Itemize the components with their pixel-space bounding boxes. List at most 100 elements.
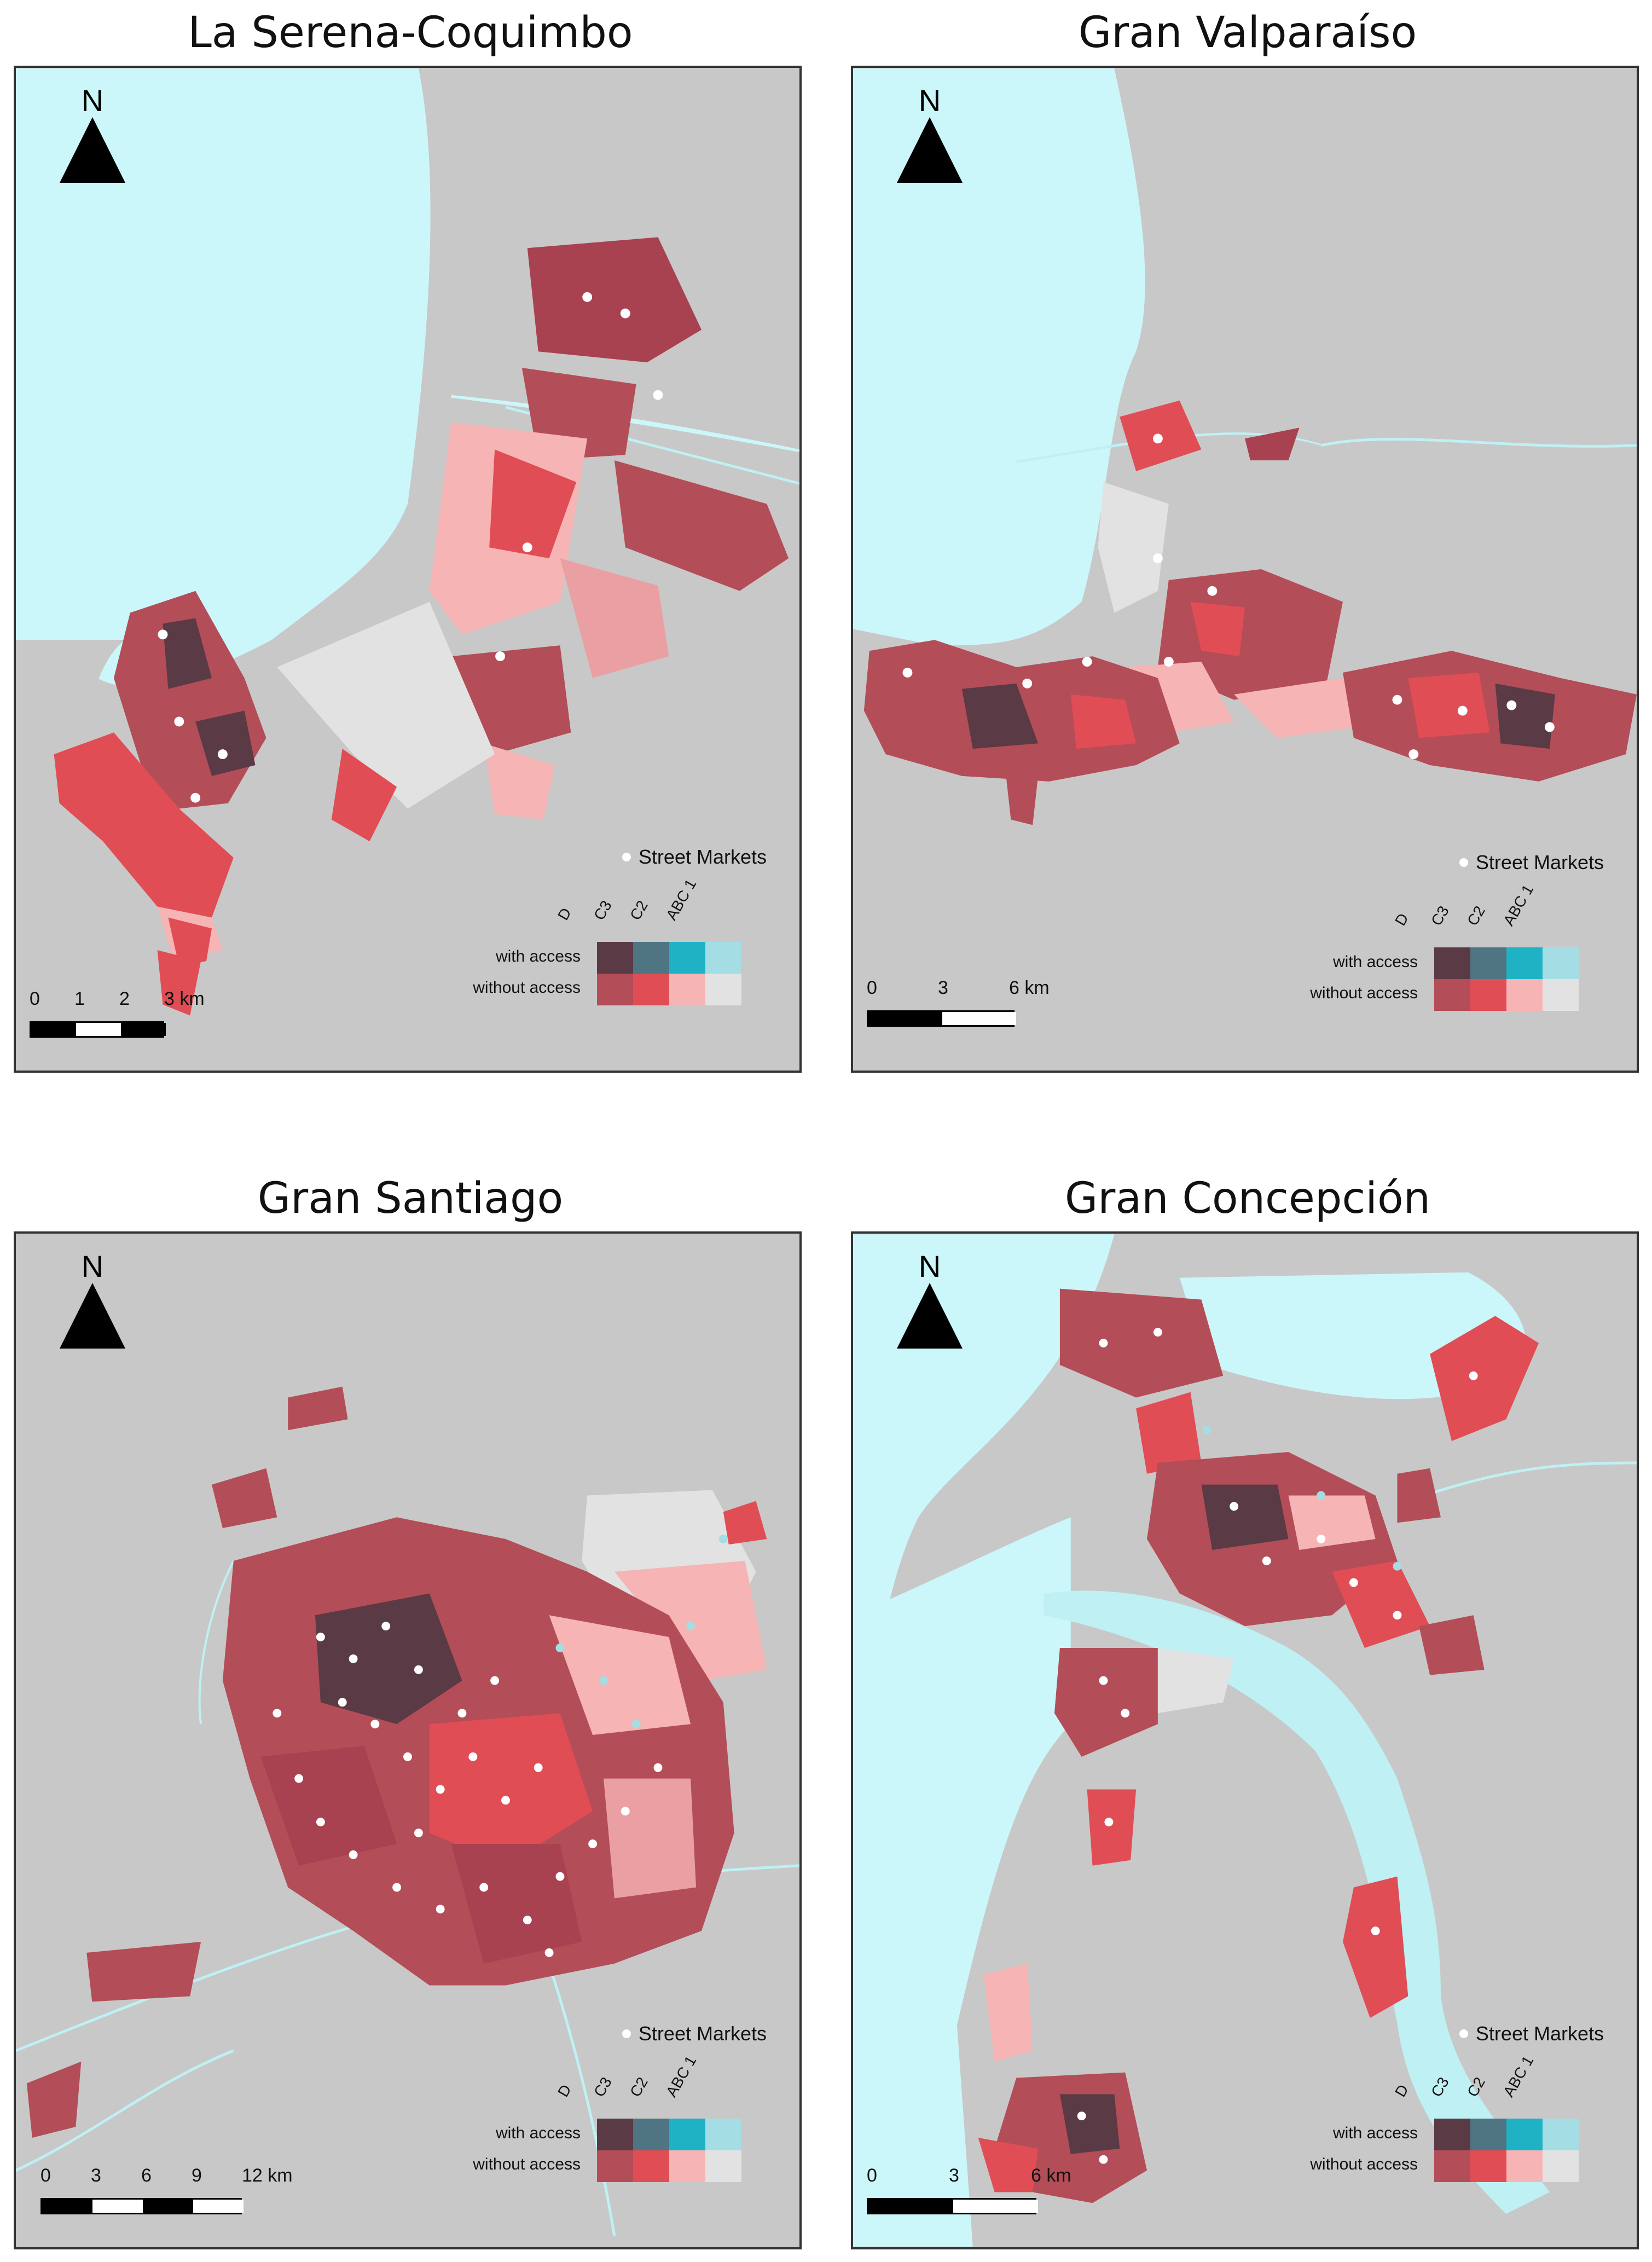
swatch-abc1-with	[705, 942, 741, 974]
swatch-d-with	[597, 942, 633, 974]
street-market-dot-icon	[622, 2029, 631, 2038]
scale-label: 6	[141, 2165, 152, 2186]
legend-row-without-access: without access	[1310, 2155, 1418, 2173]
north-label: N	[918, 1249, 941, 1283]
swatch-c3-with	[633, 942, 669, 974]
swatch-abc1-without	[1543, 2150, 1579, 2182]
scale-bar: 0 1 2 3 km	[30, 988, 205, 1065]
swatch-c3-with	[633, 2119, 669, 2150]
map-canvas	[16, 1386, 799, 2236]
swatch-c2-without	[1506, 979, 1543, 1011]
legend-street-markets-label: Street Markets	[1475, 851, 1604, 873]
swatch-c3-with	[1470, 947, 1506, 979]
swatch-d-without	[1434, 979, 1470, 1011]
north-triangle-icon	[60, 1283, 125, 1349]
north-arrow: N	[54, 84, 131, 194]
scale-bar-graphic	[30, 1021, 166, 1038]
scale-bar: 0 3 6 km	[867, 977, 1064, 1054]
scale-label: 0	[30, 988, 40, 1009]
scale-bar-graphic	[867, 1010, 1016, 1027]
swatch-d-without	[597, 2150, 633, 2182]
north-arrow: N	[54, 1250, 131, 1359]
map-frame[interactable]: N Street Markets D C3 C2 ABC 1 with acce…	[14, 66, 802, 1073]
swatch-d-with	[1434, 2119, 1470, 2150]
map-title: La Serena-Coquimbo	[188, 8, 633, 57]
map-frame[interactable]: N Street Markets D C3 C2 ABC 1 with acce…	[851, 1231, 1639, 2249]
north-triangle-icon	[897, 1283, 963, 1349]
scale-label: 3	[91, 2165, 101, 2186]
scale-label: 6 km	[1031, 2165, 1071, 2186]
north-label: N	[81, 83, 104, 118]
panel-gran-valparaiso: Gran Valparaíso	[851, 0, 1644, 1073]
north-arrow: N	[891, 1250, 968, 1359]
panel-la-serena-coquimbo: La Serena-Coquimbo	[14, 0, 807, 1073]
legend-street-markets: Street Markets	[622, 841, 767, 873]
scale-label: 0	[867, 977, 877, 998]
swatch-c2-without	[669, 974, 705, 1005]
north-triangle-icon	[897, 117, 963, 183]
swatch-c2-with	[1506, 2119, 1543, 2150]
street-market-dot-icon	[622, 853, 631, 861]
legend-row-without-access: without access	[473, 979, 581, 997]
swatch-c2-with	[1506, 947, 1543, 979]
map-title: Gran Valparaíso	[1078, 8, 1417, 57]
swatch-d-with	[1434, 947, 1470, 979]
scale-bar: 0 3 6 9 12 km	[30, 2165, 314, 2242]
legend-street-markets-label: Street Markets	[638, 846, 767, 868]
map-canvas	[16, 68, 799, 1016]
legend-row-with-access: with access	[1332, 953, 1418, 971]
swatch-c2-with	[669, 2119, 705, 2150]
swatch-c3-without	[1470, 2150, 1506, 2182]
legend-street-markets: Street Markets	[1459, 846, 1604, 879]
legend-row-with-access: with access	[495, 947, 581, 965]
legend: Street Markets D C3 C2 ABC 1 with access…	[1254, 2017, 1604, 2214]
swatch-d-with	[597, 2119, 633, 2150]
swatch-abc1-with	[1543, 947, 1579, 979]
north-label: N	[918, 83, 941, 118]
scale-label: 3	[938, 977, 948, 998]
scale-label: 9	[192, 2165, 202, 2186]
swatch-abc1-with	[1543, 2119, 1579, 2150]
swatch-abc1-without	[705, 2150, 741, 2182]
swatch-d-without	[1434, 2150, 1470, 2182]
legend: Street Markets D C3 C2 ABC 1 with access…	[416, 2017, 767, 2214]
scale-bar-graphic	[40, 2198, 244, 2214]
swatch-abc1-with	[705, 2119, 741, 2150]
street-market-dot-icon	[1459, 2029, 1468, 2038]
street-market-dot-icon	[1459, 858, 1468, 867]
map-canvas	[853, 68, 1637, 825]
legend-row-with-access: with access	[1332, 2124, 1418, 2142]
swatch-abc1-without	[705, 974, 741, 1005]
swatch-c3-without	[633, 974, 669, 1005]
map-title: Gran Concepción	[1064, 1174, 1431, 1223]
scale-label: 2	[119, 988, 130, 1009]
scale-label: 0	[40, 2165, 51, 2186]
scale-bar-graphic	[867, 2198, 1038, 2214]
swatch-c2-without	[1506, 2150, 1543, 2182]
scale-label: 0	[867, 2165, 877, 2186]
scale-label: 6 km	[1009, 977, 1050, 998]
swatch-c2-without	[669, 2150, 705, 2182]
north-label: N	[81, 1249, 104, 1283]
legend-street-markets: Street Markets	[622, 2017, 767, 2050]
swatch-abc1-without	[1543, 979, 1579, 1011]
swatch-c3-with	[1470, 2119, 1506, 2150]
north-triangle-icon	[60, 117, 125, 183]
panel-gran-santiago: Gran Santiago	[14, 1166, 807, 2249]
swatch-c2-with	[669, 942, 705, 974]
scale-label: 12 km	[242, 2165, 293, 2186]
north-arrow: N	[891, 84, 968, 194]
scale-bar: 0 3 6 km	[867, 2165, 1086, 2242]
scale-label: 3	[949, 2165, 959, 2186]
legend-street-markets: Street Markets	[1459, 2017, 1604, 2050]
legend: Street Markets D C3 C2 ABC 1 with access…	[1254, 846, 1604, 1043]
legend-row-without-access: without access	[1310, 984, 1418, 1002]
map-title: Gran Santiago	[257, 1174, 564, 1223]
map-frame[interactable]: N Street Markets D C3 C2 ABC 1 with acce…	[851, 66, 1639, 1073]
scale-label: 3 km	[164, 988, 205, 1009]
map-frame[interactable]: N Street Markets D C3 C2 ABC 1 with acce…	[14, 1231, 802, 2249]
swatch-c3-without	[633, 2150, 669, 2182]
legend-street-markets-label: Street Markets	[1475, 2022, 1604, 2045]
legend-row-with-access: with access	[495, 2124, 581, 2142]
panel-gran-concepcion: Gran Concepción	[851, 1166, 1644, 2249]
